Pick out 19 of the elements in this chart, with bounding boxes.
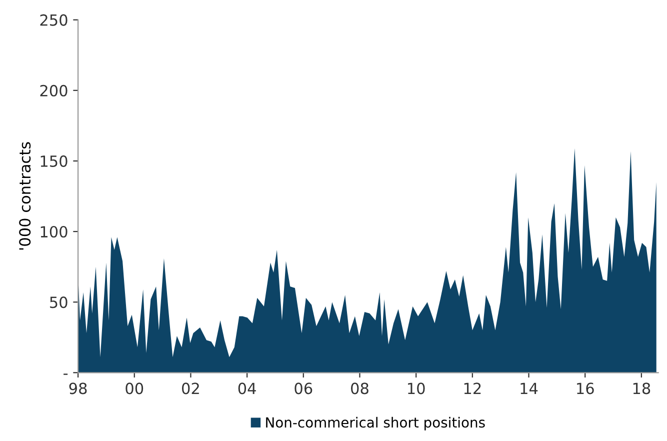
x-tick-label: 00 [126, 382, 144, 394]
x-tick-label: 14 [520, 382, 538, 394]
x-tick-label: 08 [351, 382, 368, 394]
x-tick-label: 12 [464, 382, 481, 394]
y-tick-label: 200 [40, 84, 68, 96]
y-tick-label: 100 [40, 226, 68, 238]
x-tick-label: 18 [633, 382, 650, 394]
y-tick-label: 150 [40, 155, 68, 167]
y-tick-label: - [64, 374, 68, 375]
x-tick-label: 06 [294, 382, 312, 394]
legend-label: Non-commerical short positions [266, 416, 485, 430]
x-tick-label: 10 [408, 382, 425, 394]
y-axis-title: '000 contracts [19, 142, 31, 250]
x-tick-label: 16 [577, 382, 594, 394]
y-tick-label: 50 [50, 296, 68, 308]
x-tick-label: 02 [182, 382, 199, 394]
x-tick-label: 98 [69, 382, 87, 394]
y-tick-label: 250 [40, 14, 68, 26]
x-tick-label: 04 [238, 382, 256, 394]
